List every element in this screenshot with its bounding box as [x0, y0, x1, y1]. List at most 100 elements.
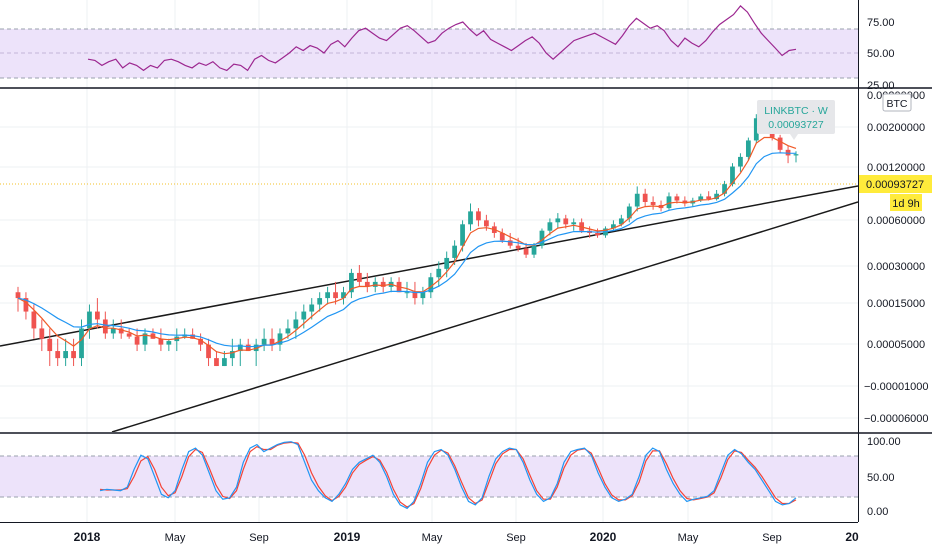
stoch-d-line	[99, 441, 797, 508]
stoch-k-line	[99, 441, 797, 510]
rsi-price-scale[interactable]: 75.00 50.00 25.00	[867, 17, 895, 92]
candle	[666, 192, 672, 210]
candle	[579, 218, 585, 233]
candle	[507, 232, 513, 249]
lower-trendline[interactable]	[111, 201, 858, 432]
candle	[245, 338, 251, 352]
candle	[436, 261, 442, 287]
candle	[745, 137, 751, 161]
candle	[404, 281, 410, 299]
countdown-label: 1d 9h	[892, 198, 920, 210]
candle	[317, 292, 323, 312]
candle	[142, 328, 148, 352]
candle	[714, 189, 719, 201]
candle	[420, 286, 426, 305]
stoch-tick-label: 50.00	[867, 472, 895, 484]
rsi-line	[87, 5, 797, 72]
candle	[356, 265, 362, 287]
candle	[118, 319, 124, 339]
stoch-tick-label: 100.00	[867, 436, 901, 448]
stoch-price-scale[interactable]: 100.00 50.00 0.00	[867, 436, 901, 518]
candle	[595, 228, 600, 238]
candle	[206, 338, 211, 367]
tooltip-symbol: LINKBTC · W	[764, 105, 828, 117]
price-tick-label: −0.00006000	[864, 413, 929, 425]
candle	[571, 218, 577, 231]
candle	[158, 328, 164, 352]
candle	[634, 186, 640, 212]
price-tick-label: 0.00200000	[867, 122, 925, 134]
symbol-tooltip: LINKBTC · W 0.00093727	[757, 100, 835, 140]
candle	[134, 328, 140, 352]
time-tick-label: Sep	[249, 532, 269, 544]
candle	[650, 196, 656, 210]
candle	[738, 153, 743, 172]
candle	[87, 304, 92, 339]
candle	[47, 328, 53, 367]
ema-fast-line	[17, 136, 797, 355]
ema-slow-line	[17, 152, 797, 348]
candle	[785, 145, 791, 164]
candle	[626, 203, 632, 223]
candle	[190, 328, 196, 339]
candle	[468, 203, 473, 231]
time-tick-label: 2019	[334, 530, 361, 544]
candle	[325, 286, 330, 305]
candle	[269, 328, 275, 352]
candle	[698, 193, 704, 202]
time-tick-label: Sep	[762, 532, 782, 544]
candle	[428, 272, 434, 299]
candles	[15, 110, 799, 367]
candle	[126, 328, 132, 339]
main-price-scale[interactable]: 0.00200000 0.00200000 0.00120000 0.00060…	[859, 90, 932, 425]
candle	[293, 311, 299, 339]
candle	[261, 328, 267, 352]
time-tick-label: May	[422, 532, 443, 544]
time-tick-label: 2018	[74, 530, 101, 544]
candle	[166, 338, 172, 352]
last-price-label: 0.00093727	[866, 179, 924, 191]
price-tick-label: 0.00120000	[867, 162, 925, 174]
stoch-band	[0, 456, 858, 497]
candle	[777, 134, 783, 154]
price-tick-label: −0.00001000	[864, 381, 929, 393]
time-tick-label: May	[165, 532, 186, 544]
candle	[444, 251, 450, 278]
candle	[682, 196, 688, 207]
candle	[63, 338, 69, 367]
candle	[71, 338, 76, 367]
candle	[55, 338, 61, 367]
price-tick-label: 0.00030000	[867, 261, 925, 273]
candle	[555, 213, 561, 229]
price-tick-label: 0.00005000	[867, 339, 925, 351]
candle	[706, 191, 712, 201]
upper-trendline[interactable]	[0, 185, 858, 347]
candle	[333, 281, 338, 305]
candle	[412, 281, 418, 305]
candle	[301, 304, 307, 329]
rsi-tick-label: 25.00	[867, 80, 895, 92]
candle	[611, 220, 616, 231]
candle	[753, 114, 759, 144]
time-tick-label: Sep	[506, 532, 526, 544]
candle	[253, 338, 259, 367]
rsi-tick-label: 75.00	[867, 17, 895, 29]
stochastic-panel	[0, 441, 858, 510]
time-scale[interactable]: 2018 May Sep 2019 May Sep 2020 May Sep 20	[74, 530, 859, 544]
candle	[39, 319, 45, 352]
candle	[396, 277, 402, 293]
time-tick-label: 2020	[590, 530, 617, 544]
currency-badge[interactable]: BTC	[882, 93, 912, 112]
candle	[364, 272, 370, 293]
time-tick-label: 20	[845, 530, 859, 544]
price-tick-label: 0.00060000	[867, 215, 925, 227]
price-tick-label: 0.00015000	[867, 298, 925, 310]
tooltip-price: 0.00093727	[768, 119, 824, 131]
candle	[547, 218, 553, 236]
candle	[349, 268, 354, 299]
currency-badge-label: BTC	[887, 98, 908, 110]
candle	[110, 319, 116, 339]
price-panel: LINKBTC · W 0.00093727	[0, 100, 858, 432]
candle	[15, 286, 21, 312]
